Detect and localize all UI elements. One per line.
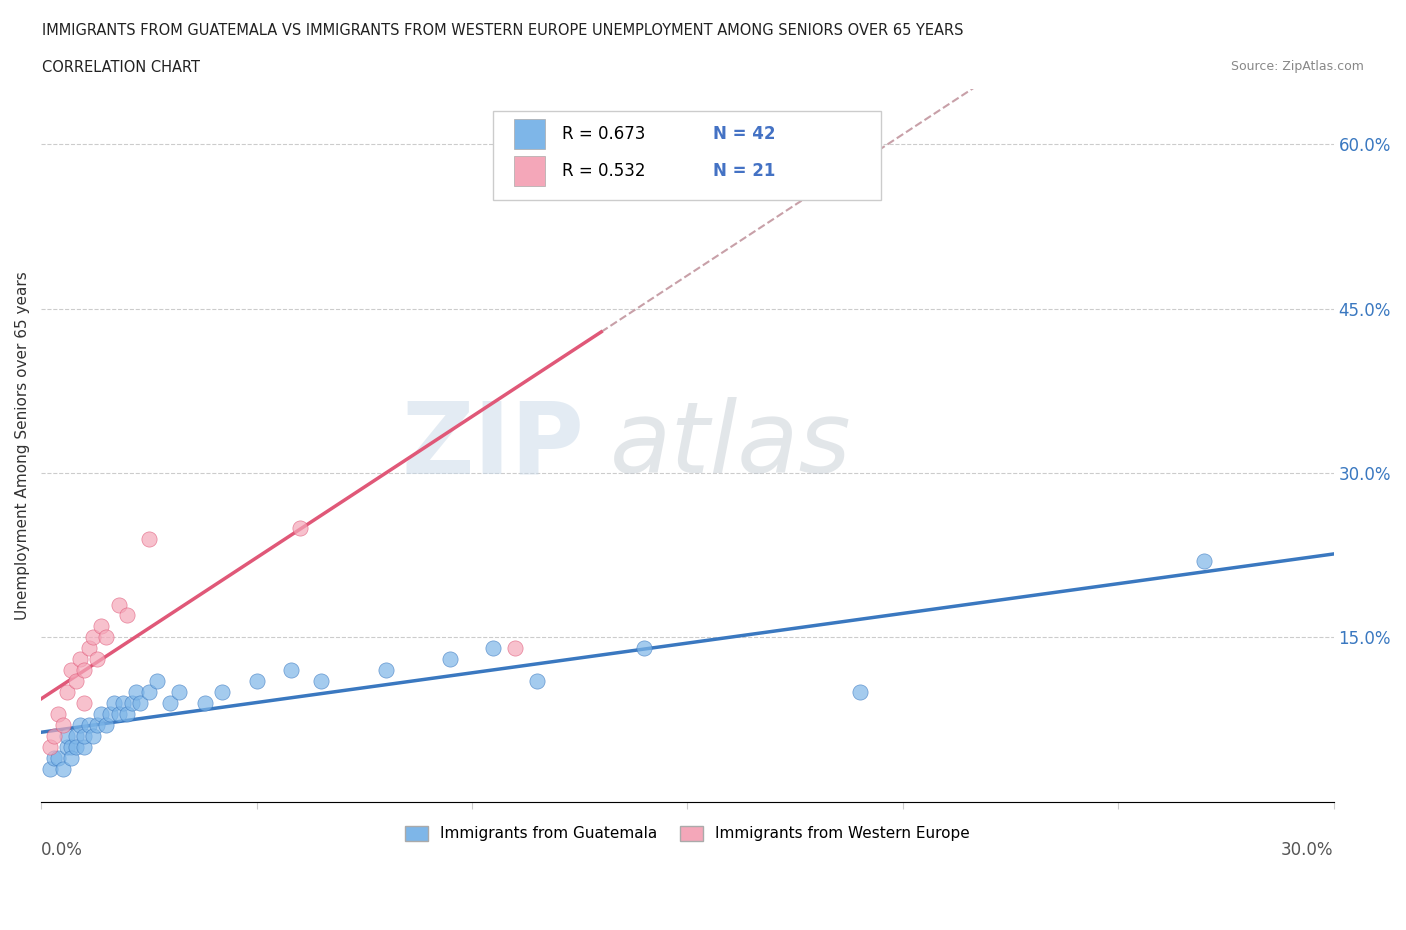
Point: [280, 663, 302, 678]
Point: [121, 696, 143, 711]
Point: [1194, 553, 1216, 568]
FancyBboxPatch shape: [515, 156, 546, 186]
Point: [69, 652, 91, 667]
Point: [167, 684, 190, 699]
Point: [77, 641, 100, 656]
Point: [52, 718, 75, 733]
Point: [503, 641, 526, 656]
Point: [94, 718, 117, 733]
Point: [73, 739, 96, 754]
Point: [848, 684, 870, 699]
Point: [38, 739, 60, 754]
Point: [111, 696, 134, 711]
Point: [60, 663, 83, 678]
Point: [46, 751, 69, 765]
Point: [98, 707, 121, 722]
Point: [125, 684, 148, 699]
Point: [107, 597, 129, 612]
Text: atlas: atlas: [610, 397, 852, 494]
Text: R = 0.673: R = 0.673: [562, 126, 645, 143]
Point: [309, 674, 332, 689]
Point: [194, 696, 217, 711]
Legend: Immigrants from Guatemala, Immigrants from Western Europe: Immigrants from Guatemala, Immigrants fr…: [399, 819, 976, 847]
Text: ZIP: ZIP: [401, 397, 583, 494]
Point: [526, 674, 548, 689]
Text: N = 42: N = 42: [713, 126, 776, 143]
Point: [107, 707, 129, 722]
Text: R = 0.532: R = 0.532: [562, 163, 645, 180]
FancyBboxPatch shape: [494, 111, 882, 200]
Text: CORRELATION CHART: CORRELATION CHART: [42, 60, 200, 75]
Point: [38, 762, 60, 777]
Text: 0.0%: 0.0%: [41, 841, 83, 859]
Point: [86, 718, 108, 733]
Point: [82, 728, 104, 743]
Point: [117, 608, 139, 623]
Point: [138, 531, 160, 546]
Point: [138, 684, 160, 699]
Text: 30.0%: 30.0%: [1281, 841, 1334, 859]
Point: [42, 751, 65, 765]
Point: [245, 674, 267, 689]
Point: [439, 652, 461, 667]
Text: N = 21: N = 21: [713, 163, 776, 180]
Point: [94, 630, 117, 644]
Point: [73, 663, 96, 678]
Point: [65, 739, 87, 754]
Point: [90, 707, 112, 722]
Point: [90, 619, 112, 634]
Point: [65, 674, 87, 689]
Point: [482, 641, 505, 656]
Point: [159, 696, 181, 711]
FancyBboxPatch shape: [515, 119, 546, 149]
Point: [211, 684, 233, 699]
Point: [56, 728, 79, 743]
Y-axis label: Unemployment Among Seniors over 65 years: Unemployment Among Seniors over 65 years: [15, 272, 30, 620]
Text: IMMIGRANTS FROM GUATEMALA VS IMMIGRANTS FROM WESTERN EUROPE UNEMPLOYMENT AMONG S: IMMIGRANTS FROM GUATEMALA VS IMMIGRANTS …: [42, 23, 963, 38]
Point: [77, 718, 100, 733]
Point: [56, 684, 79, 699]
Point: [288, 521, 311, 536]
Point: [56, 739, 79, 754]
Point: [82, 630, 104, 644]
Point: [117, 707, 139, 722]
Point: [42, 728, 65, 743]
Point: [129, 696, 152, 711]
Point: [73, 728, 96, 743]
Point: [52, 762, 75, 777]
Point: [86, 652, 108, 667]
Text: Source: ZipAtlas.com: Source: ZipAtlas.com: [1230, 60, 1364, 73]
Point: [69, 718, 91, 733]
Point: [374, 663, 396, 678]
Point: [146, 674, 169, 689]
Point: [65, 728, 87, 743]
Point: [46, 707, 69, 722]
Point: [103, 696, 125, 711]
Point: [633, 641, 655, 656]
Point: [73, 696, 96, 711]
Point: [60, 739, 83, 754]
Point: [60, 751, 83, 765]
Point: [591, 137, 613, 152]
